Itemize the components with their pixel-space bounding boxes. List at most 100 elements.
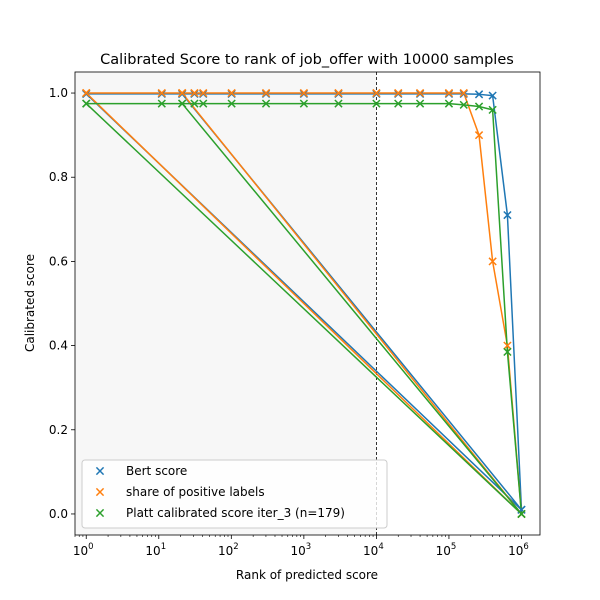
- marker-stroke: [227, 99, 236, 108]
- marker-stroke: [372, 99, 381, 108]
- series-2-point: [488, 257, 497, 266]
- y-tick-label: 0.0: [49, 507, 68, 521]
- marker-stroke: [178, 88, 187, 98]
- marker-stroke: [444, 88, 454, 98]
- marker-stroke: [178, 99, 187, 108]
- x-tick-label: 105: [436, 542, 457, 558]
- marker-stroke: [95, 487, 105, 497]
- marker-stroke: [488, 91, 497, 100]
- marker-stroke: [394, 88, 403, 98]
- marker-stroke: [82, 88, 91, 98]
- series-1-point: [503, 210, 512, 220]
- series-2-point: [372, 88, 381, 98]
- series-2-point: [157, 88, 166, 98]
- marker-stroke: [415, 99, 425, 108]
- series-3-point: [459, 100, 468, 109]
- series-2-point: [459, 88, 468, 98]
- marker-stroke: [199, 99, 208, 108]
- x-axis-label: Rank of predicted score: [236, 568, 378, 582]
- series-3-point: [444, 99, 454, 108]
- marker-stroke: [474, 102, 484, 111]
- series-3-point: [82, 99, 91, 108]
- marker-stroke: [261, 88, 271, 98]
- series-2-point: [178, 88, 187, 98]
- marker-stroke: [488, 257, 497, 266]
- x-tick-label: 102: [218, 542, 239, 558]
- series-2-point: [394, 88, 403, 98]
- marker-stroke: [415, 88, 425, 98]
- series-3-point: [199, 99, 208, 108]
- series-3-point: [372, 99, 381, 108]
- y-tick-label: 0.4: [49, 339, 68, 353]
- y-tick-label: 1.0: [49, 86, 68, 100]
- marker-stroke: [299, 88, 309, 98]
- marker-stroke: [157, 99, 166, 108]
- x-tick-label: 101: [145, 542, 166, 558]
- x-tick-label: 100: [73, 542, 94, 558]
- series-3-point: [157, 99, 166, 108]
- marker-stroke: [261, 99, 271, 108]
- series-2-point: [82, 88, 91, 98]
- marker-stroke: [444, 99, 454, 108]
- series-2-point: [199, 88, 208, 98]
- y-tick-label: 0.2: [49, 423, 68, 437]
- series-3-point: [488, 105, 497, 115]
- series-3-point: [299, 99, 309, 108]
- marker-stroke: [334, 99, 343, 108]
- legend-box: [81, 459, 388, 529]
- series-2-point: [299, 88, 309, 98]
- legend-marker-2: [95, 487, 105, 497]
- marker-stroke: [95, 508, 105, 518]
- marker-stroke: [157, 88, 166, 98]
- series-3-point: [415, 99, 425, 108]
- marker-stroke: [199, 88, 208, 98]
- legend-label-3: Platt calibrated score iter_3 (n=179): [126, 506, 345, 520]
- marker-stroke: [190, 88, 199, 98]
- marker-stroke: [488, 105, 497, 115]
- marker-stroke: [82, 99, 91, 108]
- series-3-point: [261, 99, 271, 108]
- series-2-point: [415, 88, 425, 98]
- marker-stroke: [503, 347, 512, 357]
- x-tick-label: 106: [508, 542, 529, 558]
- y-tick-label: 0.8: [49, 170, 68, 184]
- series-3-point: [190, 99, 199, 108]
- series-3-point: [178, 99, 187, 108]
- marker-stroke: [95, 466, 105, 476]
- series-3-point: [474, 102, 484, 111]
- series-3-point: [334, 99, 343, 108]
- marker-stroke: [334, 88, 343, 98]
- marker-stroke: [394, 99, 403, 108]
- marker-stroke: [227, 88, 236, 98]
- series-2-point: [334, 88, 343, 98]
- y-axis-label: Calibrated score: [23, 254, 37, 352]
- axes-frame: [74, 71, 541, 536]
- series-2-point: [444, 88, 454, 98]
- series-2-point: [227, 88, 236, 98]
- marker-stroke: [474, 90, 484, 99]
- series-3-point: [227, 99, 236, 108]
- series-3-point: [394, 99, 403, 108]
- marker-stroke: [372, 88, 381, 98]
- marker-stroke: [503, 341, 512, 350]
- series-1-point: [488, 91, 497, 100]
- shaded-region: [75, 72, 377, 535]
- legend-marker-1: [95, 466, 105, 476]
- series-2-point: [190, 88, 199, 98]
- series-1-point: [474, 90, 484, 99]
- series-3-point: [503, 347, 512, 357]
- x-tick-label: 103: [291, 542, 312, 558]
- marker-stroke: [459, 88, 468, 98]
- marker-stroke: [503, 210, 512, 220]
- legend-label-2: share of positive labels: [126, 485, 265, 499]
- marker-stroke: [474, 131, 484, 140]
- marker-stroke: [190, 99, 199, 108]
- series-2-point: [261, 88, 271, 98]
- marker-stroke: [459, 100, 468, 109]
- chart-title: Calibrated Score to rank of job_offer wi…: [100, 52, 514, 68]
- x-tick-label: 104: [363, 542, 384, 558]
- y-tick-label: 0.6: [49, 254, 68, 268]
- legend-marker-3: [95, 508, 105, 518]
- series-2-point: [503, 341, 512, 350]
